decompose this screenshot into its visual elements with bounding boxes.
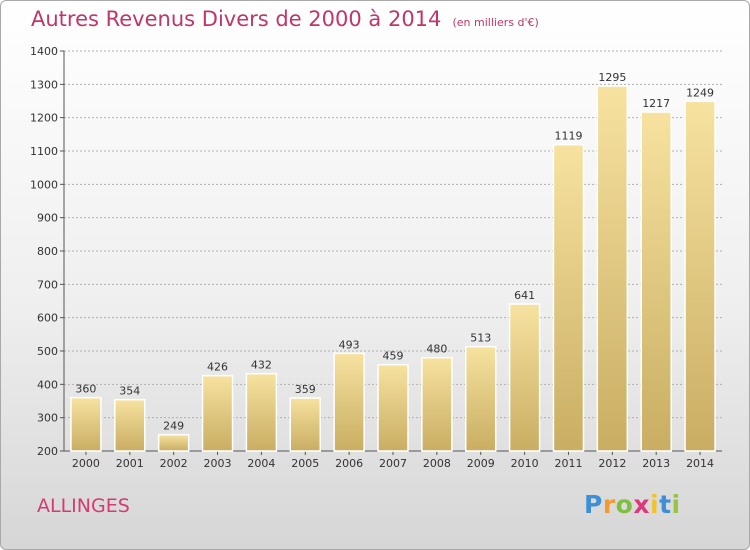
bar-2000	[70, 396, 102, 452]
x-tick-label-2005: 2005	[291, 457, 319, 470]
y-tick-label: 1300	[30, 78, 58, 91]
y-tick-label: 200	[37, 445, 58, 458]
bar-2002	[157, 433, 190, 452]
x-tick-label-2013: 2013	[642, 457, 670, 470]
chart-title: Autres Revenus Divers de 2000 à 2014 (en…	[31, 7, 539, 31]
label-layer: 360 354 249 426 432 359 493 459 480 513 641 1119 129…	[75, 71, 714, 433]
x-tick-label-2009: 2009	[467, 457, 495, 470]
x-tick-label-2001: 2001	[116, 457, 144, 470]
x-tick-label-2003: 2003	[204, 457, 232, 470]
bar-2010	[508, 303, 541, 452]
bar-2001	[114, 398, 146, 452]
place-name: ALLINGES	[37, 495, 130, 517]
x-tick-label-2012: 2012	[598, 457, 626, 470]
bar-2014	[684, 100, 716, 452]
axis-layer: 200 300 400 500 600 700 800 900 1000 1100 1200 1300…	[30, 45, 722, 470]
bar-2011	[552, 143, 585, 452]
bar-2006	[333, 352, 365, 452]
x-tick-label-2006: 2006	[335, 457, 363, 470]
value-label-2005: 359	[295, 383, 316, 396]
value-label-2010: 641	[514, 289, 535, 302]
value-label-2009: 513	[470, 332, 491, 345]
value-label-2003: 426	[207, 361, 228, 374]
value-label-2001: 354	[119, 385, 140, 398]
x-tick-label-2011: 2011	[554, 457, 582, 470]
y-tick-label: 400	[37, 378, 58, 391]
x-tick-label-2008: 2008	[423, 457, 451, 470]
bar-2013	[640, 111, 672, 452]
value-label-2004: 432	[251, 359, 272, 372]
value-label-2008: 480	[426, 343, 447, 356]
bar-2004	[245, 372, 278, 452]
value-label-2011: 1119	[554, 130, 582, 143]
chart-title-main: Autres Revenus Divers de 2000 à 2014	[31, 7, 442, 31]
y-tick-label: 1400	[30, 45, 58, 58]
value-label-2002: 249	[163, 420, 184, 433]
value-label-2012: 1295	[598, 71, 626, 84]
bar-2009	[464, 345, 497, 452]
y-tick-label: 600	[37, 312, 58, 325]
y-tick-label: 700	[37, 278, 58, 291]
y-tick-label: 1100	[30, 145, 58, 158]
y-tick-label: 300	[37, 412, 58, 425]
x-tick-label-2007: 2007	[379, 457, 407, 470]
chart-title-unit: (en milliers d'€)	[452, 16, 539, 29]
proxiti-logo: Proxiti	[584, 490, 681, 519]
y-tick-label: 1200	[30, 112, 58, 125]
bar-2003	[201, 374, 234, 452]
bar-layer	[70, 85, 716, 452]
value-label-2007: 459	[383, 350, 404, 363]
x-tick-label-2000: 2000	[72, 457, 100, 470]
x-tick-label-2004: 2004	[247, 457, 275, 470]
x-tick-label-2010: 2010	[511, 457, 539, 470]
x-tick-label-2002: 2002	[160, 457, 188, 470]
value-label-2006: 493	[339, 338, 360, 351]
value-label-2000: 360	[75, 383, 96, 396]
value-label-2013: 1217	[642, 97, 670, 110]
y-tick-label: 1000	[30, 178, 58, 191]
bar-2005	[289, 397, 322, 452]
y-tick-label: 500	[37, 345, 58, 358]
bar-2008	[421, 356, 453, 452]
y-tick-label: 800	[37, 245, 58, 258]
value-label-2014: 1249	[686, 86, 714, 99]
x-tick-label-2014: 2014	[686, 457, 714, 470]
bar-2012	[596, 85, 629, 452]
y-tick-label: 900	[37, 212, 58, 225]
bar-2007	[377, 363, 409, 452]
